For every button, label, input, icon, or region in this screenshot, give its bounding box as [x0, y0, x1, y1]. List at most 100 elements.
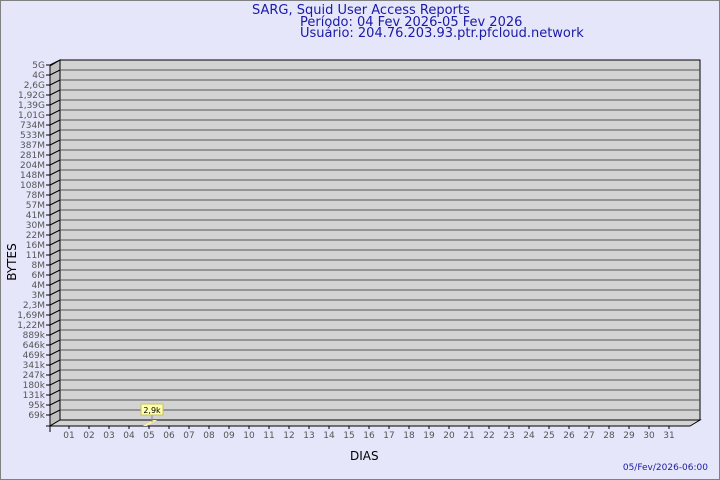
y-tick-label: 1,01G: [18, 111, 45, 121]
y-wall-line: [49, 319, 61, 326]
y-tick-label: 108M: [20, 181, 45, 191]
x-tick-label: 29: [623, 431, 635, 441]
x-tick-label: 15: [343, 431, 354, 441]
x-tick-label: 27: [583, 431, 594, 441]
y-wall-line: [49, 279, 61, 286]
y-tick-label: 30M: [26, 221, 45, 231]
y-tick-label: 1,69M: [17, 311, 45, 321]
y-wall-line: [49, 389, 61, 396]
x-tick-label: 04: [123, 431, 135, 441]
y-tick-label: 646k: [23, 341, 46, 351]
y-tick-label: 533M: [20, 131, 45, 141]
y-tick-label: 204M: [20, 161, 45, 171]
y-wall-line: [49, 179, 61, 186]
y-wall-line: [49, 259, 61, 266]
x-tick-label: 26: [563, 431, 575, 441]
y-wall-line: [49, 149, 61, 156]
y-wall-line: [49, 109, 61, 116]
y-wall-line: [49, 119, 61, 126]
y-tick-label: 2,3M: [23, 301, 45, 311]
y-wall-line: [49, 249, 61, 256]
y-wall-line: [49, 359, 61, 366]
y-wall-line: [49, 99, 61, 106]
y-tick-label: 469k: [23, 351, 46, 361]
y-tick-label: 11M: [26, 251, 45, 261]
y-tick-label: 1,92G: [18, 91, 45, 101]
bar-day-05: [143, 420, 157, 426]
y-wall-line: [49, 189, 61, 196]
data-label-box: [140, 403, 164, 416]
y-wall-line: [49, 139, 61, 146]
y-tick-label: 341k: [23, 361, 46, 371]
y-tick-label: 148M: [20, 171, 45, 181]
x-tick-label: 14: [323, 431, 335, 441]
y-tick-label: 22M: [26, 231, 45, 241]
y-wall-line: [49, 269, 61, 276]
y-wall-line: [49, 129, 61, 136]
y-tick-label: 8M: [32, 261, 46, 271]
y-tick-label: 78M: [26, 191, 45, 201]
y-wall-line: [49, 209, 61, 216]
x-tick-label: 13: [303, 431, 314, 441]
x-tick-label: 06: [163, 431, 175, 441]
y-wall-line: [49, 299, 61, 306]
y-tick-label: 16M: [26, 241, 45, 251]
y-tick-label: 6M: [32, 271, 46, 281]
y-tick-label: 4M: [32, 281, 46, 291]
y-tick-label: 889k: [23, 331, 46, 341]
y-tick-label: 1,22M: [17, 321, 45, 331]
x-tick-label: 31: [663, 431, 674, 441]
y-tick-label: 41M: [26, 211, 45, 221]
y-wall-line: [49, 339, 61, 346]
y-tick-label: 734M: [20, 121, 45, 131]
y-wall-line: [49, 349, 61, 356]
x-tick-label: 11: [263, 431, 274, 441]
y-wall-line: [49, 169, 61, 176]
y-tick-label: 3M: [32, 291, 46, 301]
x-tick-label: 03: [103, 431, 114, 441]
x-tick-label: 10: [243, 431, 255, 441]
x-tick-label: 24: [523, 431, 535, 441]
x-tick-label: 21: [463, 431, 474, 441]
x-tick-label: 25: [543, 431, 554, 441]
x-tick-label: 23: [503, 431, 514, 441]
y-tick-label: 281M: [20, 151, 45, 161]
x-axis-label: DIAS: [350, 449, 379, 463]
y-wall-line: [49, 369, 61, 376]
y-wall-line: [49, 289, 61, 296]
y-tick-label: 4G: [32, 71, 45, 81]
y-tick-label: 131k: [23, 391, 46, 401]
x-tick-label: 01: [63, 431, 74, 441]
x-tick-label: 30: [643, 431, 655, 441]
y-tick-label: 5G: [32, 61, 45, 71]
y-tick-label: 69k: [28, 411, 45, 421]
y-wall-line: [49, 309, 61, 316]
y-wall-line: [49, 329, 61, 336]
chart-title: SARG, Squid User Access Reports: [252, 3, 470, 18]
y-tick-label: 2,6G: [24, 81, 45, 91]
footer-timestamp: 05/Fev/2026-06:00: [623, 463, 708, 473]
y-wall-line: [49, 159, 61, 166]
y-tick-label: 1,39G: [18, 101, 45, 111]
y-wall-line: [49, 79, 61, 86]
x-tick-label: 17: [383, 431, 394, 441]
y-wall-line: [49, 239, 61, 246]
y-wall-line: [49, 59, 61, 66]
y-wall-line: [49, 199, 61, 206]
y-wall-line: [49, 229, 61, 236]
y-axis-label: BYTES: [5, 243, 19, 280]
y-wall-line: [49, 379, 61, 386]
x-tick-label: 20: [443, 431, 455, 441]
y-wall-line: [49, 219, 61, 226]
y-tick-label: 95k: [28, 401, 45, 411]
x-tick-label: 08: [203, 431, 215, 441]
chart-period: Período: 04 Fev 2026-05 Fev 2026: [300, 15, 523, 30]
chart-user: Usuário: 204.76.203.93.ptr.pfcloud.netwo…: [300, 26, 584, 41]
x-tick-label: 12: [283, 431, 294, 441]
y-wall-line: [49, 69, 61, 76]
x-tick-label: 07: [183, 431, 194, 441]
y-tick-label: 180k: [23, 381, 46, 391]
data-label: 2,9k: [143, 406, 161, 415]
y-tick-label: 57M: [26, 201, 45, 211]
